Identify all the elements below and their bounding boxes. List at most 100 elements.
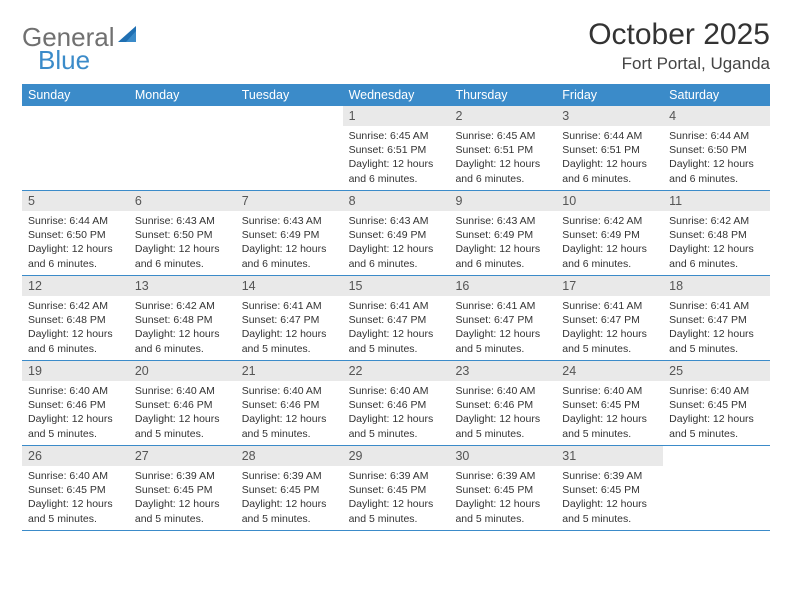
day-cell: 27Sunrise: 6:39 AMSunset: 6:45 PMDayligh… <box>129 446 236 530</box>
sunset-text: Sunset: 6:46 PM <box>135 398 230 412</box>
day-body: Sunrise: 6:41 AMSunset: 6:47 PMDaylight:… <box>343 296 450 360</box>
day-of-week-header: SundayMondayTuesdayWednesdayThursdayFrid… <box>22 84 770 106</box>
day-body: Sunrise: 6:40 AMSunset: 6:46 PMDaylight:… <box>343 381 450 445</box>
day-cell: 25Sunrise: 6:40 AMSunset: 6:45 PMDayligh… <box>663 361 770 445</box>
sunrise-text: Sunrise: 6:40 AM <box>28 469 123 483</box>
day-body: Sunrise: 6:39 AMSunset: 6:45 PMDaylight:… <box>449 466 556 530</box>
day-number: 29 <box>343 446 450 466</box>
dow-cell: Sunday <box>22 84 129 106</box>
sunrise-text: Sunrise: 6:41 AM <box>562 299 657 313</box>
weeks-container: 1Sunrise: 6:45 AMSunset: 6:51 PMDaylight… <box>22 106 770 531</box>
day-number: 7 <box>236 191 343 211</box>
sunset-text: Sunset: 6:49 PM <box>562 228 657 242</box>
day-number: 1 <box>343 106 450 126</box>
sunset-text: Sunset: 6:46 PM <box>349 398 444 412</box>
daylight-text: Daylight: 12 hours and 5 minutes. <box>349 327 444 355</box>
day-body: Sunrise: 6:43 AMSunset: 6:49 PMDaylight:… <box>449 211 556 275</box>
day-cell: 8Sunrise: 6:43 AMSunset: 6:49 PMDaylight… <box>343 191 450 275</box>
sunset-text: Sunset: 6:45 PM <box>562 398 657 412</box>
day-body: Sunrise: 6:43 AMSunset: 6:49 PMDaylight:… <box>343 211 450 275</box>
daylight-text: Daylight: 12 hours and 5 minutes. <box>28 497 123 525</box>
sunrise-text: Sunrise: 6:40 AM <box>242 384 337 398</box>
day-cell <box>22 106 129 190</box>
day-cell: 19Sunrise: 6:40 AMSunset: 6:46 PMDayligh… <box>22 361 129 445</box>
daylight-text: Daylight: 12 hours and 5 minutes. <box>562 412 657 440</box>
day-cell: 29Sunrise: 6:39 AMSunset: 6:45 PMDayligh… <box>343 446 450 530</box>
day-number: 12 <box>22 276 129 296</box>
day-cell <box>663 446 770 530</box>
sunrise-text: Sunrise: 6:41 AM <box>669 299 764 313</box>
day-cell: 21Sunrise: 6:40 AMSunset: 6:46 PMDayligh… <box>236 361 343 445</box>
day-cell: 30Sunrise: 6:39 AMSunset: 6:45 PMDayligh… <box>449 446 556 530</box>
sunrise-text: Sunrise: 6:40 AM <box>455 384 550 398</box>
daylight-text: Daylight: 12 hours and 5 minutes. <box>242 327 337 355</box>
sunset-text: Sunset: 6:48 PM <box>669 228 764 242</box>
daylight-text: Daylight: 12 hours and 5 minutes. <box>135 497 230 525</box>
daylight-text: Daylight: 12 hours and 6 minutes. <box>455 157 550 185</box>
day-cell: 31Sunrise: 6:39 AMSunset: 6:45 PMDayligh… <box>556 446 663 530</box>
sunrise-text: Sunrise: 6:39 AM <box>242 469 337 483</box>
sunrise-text: Sunrise: 6:43 AM <box>135 214 230 228</box>
day-cell: 2Sunrise: 6:45 AMSunset: 6:51 PMDaylight… <box>449 106 556 190</box>
daylight-text: Daylight: 12 hours and 5 minutes. <box>135 412 230 440</box>
day-number: 24 <box>556 361 663 381</box>
daylight-text: Daylight: 12 hours and 5 minutes. <box>242 412 337 440</box>
day-cell: 26Sunrise: 6:40 AMSunset: 6:45 PMDayligh… <box>22 446 129 530</box>
day-number: 26 <box>22 446 129 466</box>
logo-text-part2: Blue <box>38 45 90 76</box>
day-body: Sunrise: 6:42 AMSunset: 6:48 PMDaylight:… <box>129 296 236 360</box>
day-number: 2 <box>449 106 556 126</box>
sunset-text: Sunset: 6:47 PM <box>349 313 444 327</box>
daylight-text: Daylight: 12 hours and 5 minutes. <box>562 327 657 355</box>
week-row: 1Sunrise: 6:45 AMSunset: 6:51 PMDaylight… <box>22 106 770 191</box>
day-number: 25 <box>663 361 770 381</box>
day-cell: 15Sunrise: 6:41 AMSunset: 6:47 PMDayligh… <box>343 276 450 360</box>
dow-cell: Monday <box>129 84 236 106</box>
week-row: 5Sunrise: 6:44 AMSunset: 6:50 PMDaylight… <box>22 191 770 276</box>
day-cell: 10Sunrise: 6:42 AMSunset: 6:49 PMDayligh… <box>556 191 663 275</box>
dow-cell: Tuesday <box>236 84 343 106</box>
day-cell: 11Sunrise: 6:42 AMSunset: 6:48 PMDayligh… <box>663 191 770 275</box>
sunset-text: Sunset: 6:49 PM <box>349 228 444 242</box>
day-body: Sunrise: 6:42 AMSunset: 6:48 PMDaylight:… <box>663 211 770 275</box>
sunset-text: Sunset: 6:47 PM <box>455 313 550 327</box>
day-cell: 4Sunrise: 6:44 AMSunset: 6:50 PMDaylight… <box>663 106 770 190</box>
day-number: 15 <box>343 276 450 296</box>
day-number: 5 <box>22 191 129 211</box>
day-body: Sunrise: 6:40 AMSunset: 6:46 PMDaylight:… <box>449 381 556 445</box>
day-number: 6 <box>129 191 236 211</box>
sunset-text: Sunset: 6:45 PM <box>349 483 444 497</box>
daylight-text: Daylight: 12 hours and 5 minutes. <box>28 412 123 440</box>
day-cell: 13Sunrise: 6:42 AMSunset: 6:48 PMDayligh… <box>129 276 236 360</box>
daylight-text: Daylight: 12 hours and 6 minutes. <box>28 327 123 355</box>
day-body: Sunrise: 6:42 AMSunset: 6:49 PMDaylight:… <box>556 211 663 275</box>
day-number: 9 <box>449 191 556 211</box>
day-body: Sunrise: 6:45 AMSunset: 6:51 PMDaylight:… <box>343 126 450 190</box>
sunset-text: Sunset: 6:46 PM <box>28 398 123 412</box>
sunset-text: Sunset: 6:45 PM <box>455 483 550 497</box>
sunrise-text: Sunrise: 6:41 AM <box>455 299 550 313</box>
sunset-text: Sunset: 6:48 PM <box>28 313 123 327</box>
daylight-text: Daylight: 12 hours and 5 minutes. <box>349 412 444 440</box>
sunset-text: Sunset: 6:45 PM <box>562 483 657 497</box>
daylight-text: Daylight: 12 hours and 5 minutes. <box>669 327 764 355</box>
sunset-text: Sunset: 6:47 PM <box>669 313 764 327</box>
header: General October 2025 Fort Portal, Uganda <box>22 18 770 74</box>
dow-cell: Saturday <box>663 84 770 106</box>
sunrise-text: Sunrise: 6:40 AM <box>562 384 657 398</box>
sunrise-text: Sunrise: 6:39 AM <box>349 469 444 483</box>
day-body: Sunrise: 6:40 AMSunset: 6:46 PMDaylight:… <box>236 381 343 445</box>
day-cell: 17Sunrise: 6:41 AMSunset: 6:47 PMDayligh… <box>556 276 663 360</box>
sunrise-text: Sunrise: 6:40 AM <box>669 384 764 398</box>
daylight-text: Daylight: 12 hours and 6 minutes. <box>349 157 444 185</box>
daylight-text: Daylight: 12 hours and 5 minutes. <box>242 497 337 525</box>
sunrise-text: Sunrise: 6:44 AM <box>28 214 123 228</box>
day-body: Sunrise: 6:39 AMSunset: 6:45 PMDaylight:… <box>556 466 663 530</box>
logo-sail-icon <box>118 26 142 44</box>
day-body: Sunrise: 6:40 AMSunset: 6:45 PMDaylight:… <box>556 381 663 445</box>
sunrise-text: Sunrise: 6:39 AM <box>455 469 550 483</box>
day-body: Sunrise: 6:41 AMSunset: 6:47 PMDaylight:… <box>663 296 770 360</box>
sunrise-text: Sunrise: 6:43 AM <box>349 214 444 228</box>
day-cell: 7Sunrise: 6:43 AMSunset: 6:49 PMDaylight… <box>236 191 343 275</box>
day-body: Sunrise: 6:45 AMSunset: 6:51 PMDaylight:… <box>449 126 556 190</box>
